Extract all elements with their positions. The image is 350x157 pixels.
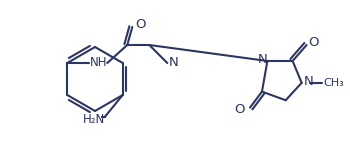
Text: O: O xyxy=(309,36,319,49)
Text: N: N xyxy=(304,75,313,88)
Text: O: O xyxy=(135,19,146,32)
Text: CH₃: CH₃ xyxy=(324,78,344,88)
Text: N: N xyxy=(257,54,267,66)
Text: N: N xyxy=(168,56,178,68)
Text: H₂N: H₂N xyxy=(83,113,105,125)
Text: NH: NH xyxy=(90,56,108,68)
Text: O: O xyxy=(234,103,245,116)
